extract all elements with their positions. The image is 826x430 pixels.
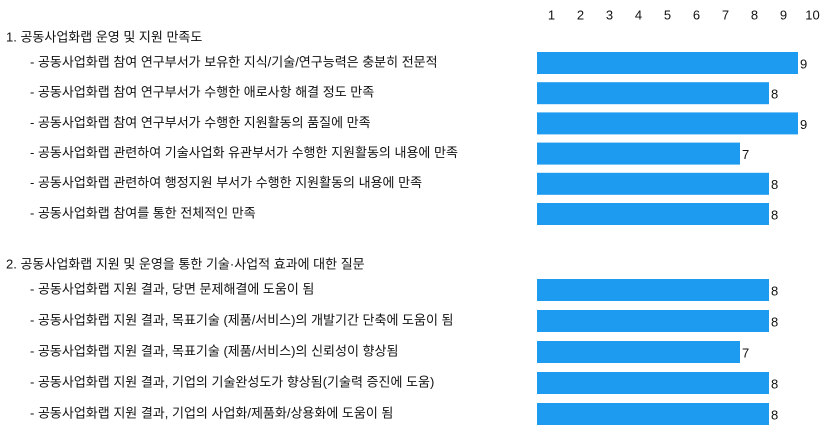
bar — [537, 310, 769, 332]
x-tick-label: 6 — [693, 7, 700, 22]
bar — [537, 172, 769, 195]
category-label: - 공동사업화랩 참여 연구부서가 보유한 지식/기술/연구능력은 충분히 전문… — [30, 54, 438, 69]
value-label: 9 — [800, 56, 807, 71]
x-tick-label: 2 — [577, 7, 584, 22]
category-label: - 공동사업화랩 참여 연구부서가 수행한 애로사항 해결 정도 만족 — [30, 85, 374, 100]
x-tick-label: 8 — [751, 7, 758, 22]
value-label: 8 — [771, 207, 778, 222]
x-tick-label: 5 — [664, 7, 671, 22]
x-tick-label: 7 — [722, 7, 729, 22]
bar — [537, 279, 769, 301]
category-label: - 공동사업화랩 참여를 통한 전체적인 만족 — [30, 205, 256, 220]
bar — [537, 203, 769, 225]
category-label: - 공동사업화랩 지원 결과, 기업의 기술완성도가 향상됨(기술력 증진에 도… — [30, 374, 434, 389]
x-tick-label: 9 — [780, 7, 787, 22]
category-label: - 공동사업화랩 지원 결과, 목표기술 (제품/서비스)의 신뢰성이 향상됨 — [30, 343, 398, 358]
category-label: - 공동사업화랩 참여 연구부서가 수행한 지원활동의 품질에 만족 — [30, 115, 371, 130]
value-label: 8 — [771, 87, 778, 102]
value-label: 8 — [771, 283, 778, 298]
category-label: - 공동사업화랩 관련하여 기술사업화 유관부서가 수행한 지원활동의 내용에 … — [30, 145, 458, 160]
value-label: 9 — [800, 117, 807, 132]
category-label: - 공동사업화랩 관련하여 행정지원 부서가 수행한 지원활동의 내용에 만족 — [30, 175, 422, 190]
x-tick-label: 10 — [805, 7, 819, 22]
x-tick-label: 1 — [548, 7, 555, 22]
value-label: 7 — [742, 345, 749, 360]
x-tick-label: 4 — [635, 7, 642, 22]
value-label: 8 — [771, 376, 778, 391]
category-label: - 공동사업화랩 지원 결과, 목표기술 (제품/서비스)의 개발기간 단축에 … — [30, 312, 453, 327]
bar — [537, 403, 769, 425]
bar — [537, 372, 769, 394]
group-title: 2. 공동사업화랩 지원 및 운영을 통한 기술·사업적 효과에 대한 질문 — [6, 256, 365, 271]
value-label: 8 — [771, 407, 778, 422]
value-label: 8 — [771, 314, 778, 329]
x-tick-label: 3 — [606, 7, 613, 22]
bar — [537, 112, 798, 135]
bar — [537, 341, 740, 363]
category-label: - 공동사업화랩 지원 결과, 기업의 사업화/제품화/상용화에 도움이 됨 — [30, 405, 393, 420]
bar — [537, 82, 769, 105]
bar — [537, 142, 740, 165]
category-label: - 공동사업화랩 지원 결과, 당면 문제해결에 도움이 됨 — [30, 281, 314, 296]
value-label: 8 — [771, 177, 778, 192]
value-label: 7 — [742, 147, 749, 162]
group-title: 1. 공동사업화랩 운영 및 지원 만족도 — [6, 29, 202, 44]
bar — [537, 52, 798, 74]
